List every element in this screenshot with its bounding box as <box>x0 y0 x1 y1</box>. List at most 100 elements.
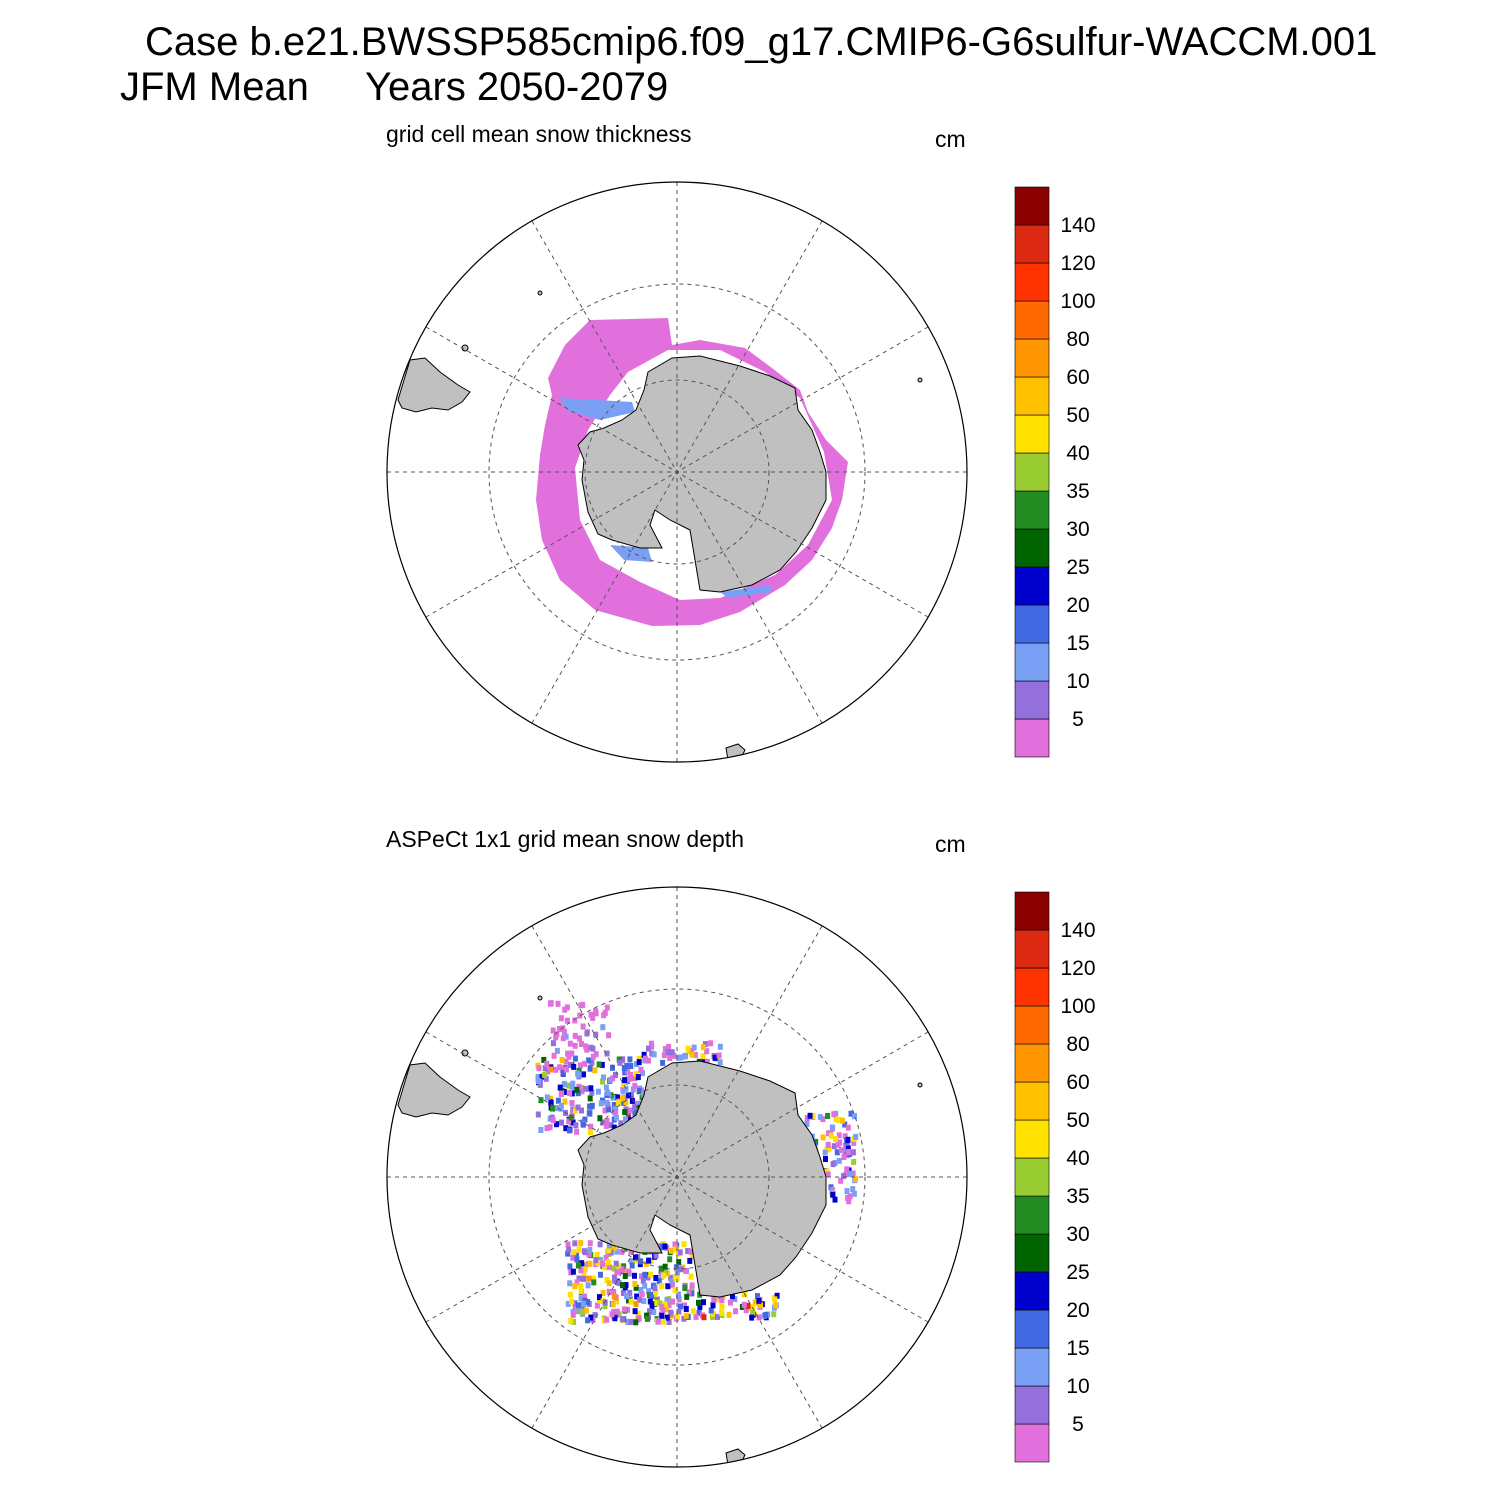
snow-depth-cell <box>704 1058 710 1065</box>
snow-depth-cell <box>640 1277 646 1284</box>
snow-depth-cell <box>603 1084 609 1091</box>
snow-depth-cell <box>636 1059 642 1066</box>
snow-depth-cell <box>637 1296 643 1303</box>
snow-depth-cell <box>683 1312 689 1319</box>
snow-depth-cell <box>559 1119 564 1126</box>
snow-depth-cell <box>708 1307 714 1314</box>
snow-depth-cell <box>669 1278 675 1285</box>
snow-depth-cell <box>568 1269 574 1276</box>
snow-depth-cell <box>572 1305 578 1312</box>
snow-field-ring <box>536 318 848 626</box>
snow-depth-cell <box>570 1106 576 1113</box>
snow-depth-cell <box>836 1132 842 1139</box>
colorbar-label: 15 <box>1066 632 1089 655</box>
snow-depth-cell <box>581 1271 587 1278</box>
snow-depth-cell <box>554 1121 559 1128</box>
snow-depth-cell <box>561 1029 567 1035</box>
snow-depth-cell <box>641 1051 647 1058</box>
snow-depth-cell <box>693 1313 699 1320</box>
figure-title-years: Years 2050-2079 <box>365 65 669 109</box>
snow-depth-cell <box>626 1268 632 1275</box>
snow-depth-cell <box>853 1176 859 1183</box>
snow-depth-cell <box>560 1025 566 1032</box>
snow-depth-cell <box>613 1260 619 1267</box>
snow-depth-cell <box>668 1309 674 1316</box>
snow-depth-cell <box>560 1069 566 1076</box>
figure-title-season: JFM Mean <box>120 65 309 109</box>
snow-depth-cell <box>591 1275 597 1282</box>
snow-depth-cell <box>654 1300 660 1306</box>
snow-depth-cell <box>628 1063 634 1069</box>
snow-depth-cell <box>681 1241 687 1248</box>
snow-depth-cell <box>813 1138 819 1145</box>
snow-depth-cell <box>810 1112 816 1119</box>
snow-depth-cell <box>658 1265 664 1272</box>
snow-depth-cell <box>660 1268 666 1275</box>
snow-depth-cell <box>662 1046 668 1052</box>
snow-depth-cell <box>612 1277 618 1284</box>
snow-depth-cell <box>574 1252 580 1259</box>
snow-depth-cell <box>836 1157 842 1164</box>
snow-depth-cell <box>611 1102 617 1108</box>
snow-depth-cell <box>600 1260 605 1267</box>
snow-depth-cell <box>621 1065 627 1071</box>
snow-depth-cell <box>563 1033 569 1040</box>
snow-depth-cell <box>807 1112 813 1119</box>
snow-depth-cell <box>654 1296 660 1303</box>
snow-depth-cell <box>572 1017 578 1024</box>
figure-title-case: Case b.e21.BWSSP585cmip6.f09_g17.CMIP6-G… <box>145 20 1378 64</box>
snow-depth-cell <box>825 1113 831 1119</box>
snow-depth-cell <box>541 1056 547 1063</box>
snow-depth-cell <box>763 1312 769 1318</box>
snow-depth-cell <box>774 1292 780 1299</box>
snow-depth-cell <box>550 1117 556 1124</box>
snow-depth-cell <box>842 1133 848 1140</box>
snow-depth-cell <box>614 1298 619 1305</box>
antarctica-land <box>577 1060 827 1298</box>
snow-depth-cell <box>630 1086 636 1093</box>
snow-depth-cell <box>562 1006 568 1013</box>
snow-depth-cell <box>622 1109 628 1116</box>
snow-depth-cell <box>712 1054 718 1061</box>
colorbar-label: 10 <box>1066 670 1089 693</box>
snow-depth-cell <box>574 1128 580 1135</box>
snow-depth-cell <box>614 1269 620 1276</box>
snow-depth-cell <box>602 1303 608 1310</box>
snow-depth-cell <box>613 1114 619 1121</box>
snow-depth-cell <box>678 1266 684 1273</box>
snow-depth-cell <box>555 1097 561 1104</box>
snow-depth-cell <box>621 1081 627 1088</box>
snow-depth-cell <box>544 1060 550 1067</box>
snow-depth-cell <box>543 1075 549 1082</box>
snow-depth-cell <box>571 1063 577 1070</box>
snow-depth-cell <box>600 1024 606 1031</box>
snow-depth-cell <box>557 1026 562 1032</box>
snow-depth-cell <box>569 1090 575 1097</box>
snow-depth-cell <box>586 1057 592 1064</box>
snow-depth-cell <box>626 1297 631 1304</box>
snow-depth-cell <box>578 1267 584 1274</box>
snow-depth-cell <box>697 1303 703 1310</box>
snow-depth-cell <box>610 1064 615 1071</box>
snow-depth-cell <box>661 1052 667 1059</box>
snow-depth-cell <box>564 1004 570 1011</box>
colorbar-label: 30 <box>1066 518 1089 541</box>
colorbar-swatch <box>1014 1309 1050 1349</box>
colorbar-label: 35 <box>1066 1185 1089 1208</box>
snow-depth-cell <box>662 1263 668 1270</box>
snow-depth-cell <box>612 1105 618 1112</box>
panel1-map: 5 10 15 20 25 30 35 40 50 60 80 100 120 140 <box>386 181 1096 763</box>
snow-depth-cell <box>591 1279 597 1286</box>
snow-depth-cell <box>588 1314 594 1321</box>
snow-depth-cell <box>606 1280 612 1287</box>
snow-depth-cell <box>844 1166 850 1173</box>
snow-depth-cell <box>847 1170 853 1177</box>
snow-depth-cell <box>659 1304 665 1311</box>
snow-depth-cell <box>587 1240 593 1247</box>
snow-depth-cell <box>579 1088 585 1095</box>
snow-depth-cell <box>611 1124 617 1131</box>
snow-depth-cell <box>677 1249 683 1256</box>
snow-depth-cell <box>619 1248 625 1255</box>
snow-depth-cell <box>548 1099 554 1106</box>
